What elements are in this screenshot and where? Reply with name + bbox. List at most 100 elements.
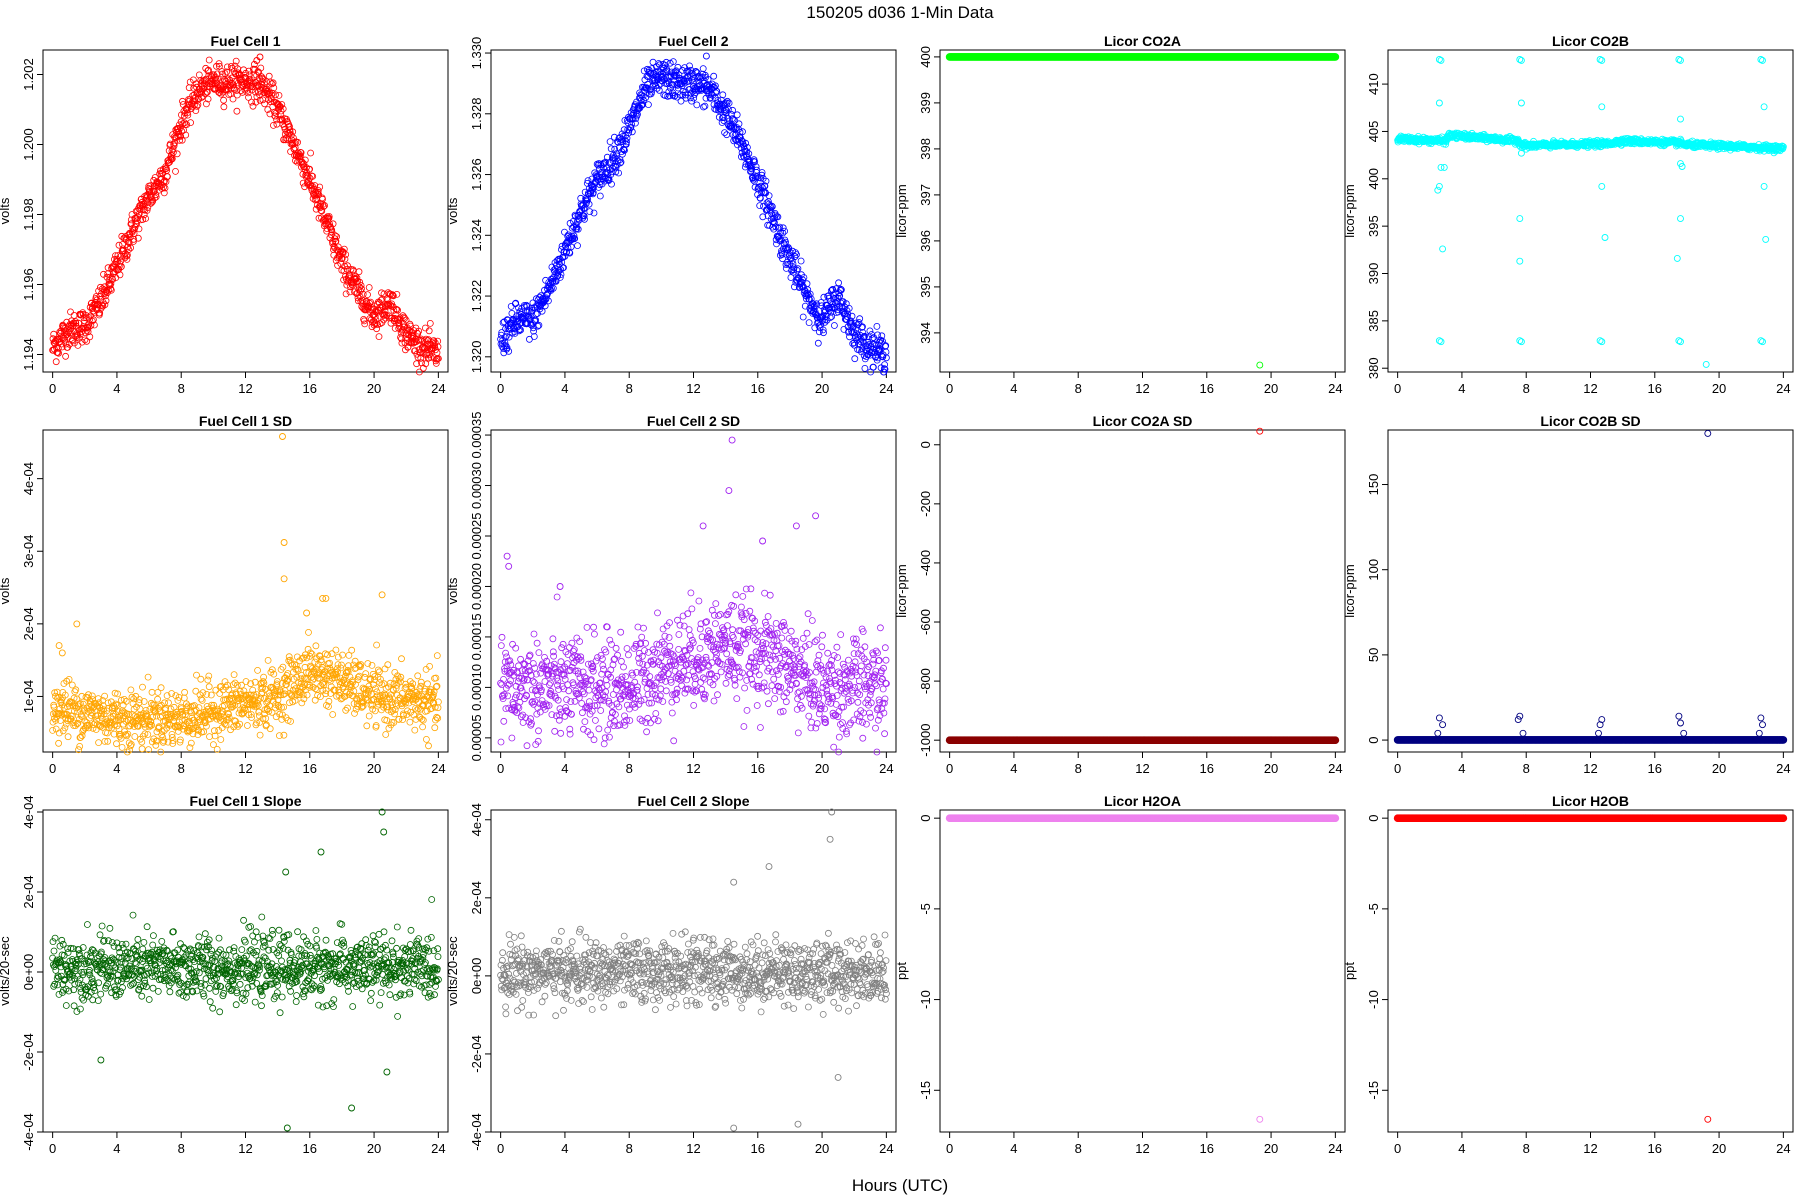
data-point — [127, 244, 135, 252]
data-point — [118, 744, 126, 751]
data-point — [152, 193, 160, 201]
data-point — [139, 216, 147, 223]
data-point — [243, 722, 251, 729]
data-point — [217, 90, 225, 98]
data-point — [204, 95, 212, 103]
data-point — [130, 229, 138, 237]
data-point — [373, 641, 381, 649]
data-point — [348, 646, 356, 654]
panel-grid: Fuel Cell 10 4 8 12 16 20 241.1941.1961.1981.2… — [0, 33, 1794, 1156]
data-point — [55, 349, 62, 357]
y-tick-label: 1.320 — [469, 341, 484, 374]
x-tick-label: 4 — [113, 381, 120, 396]
data-point — [86, 333, 94, 341]
data-point — [97, 283, 104, 291]
y-tick-label: 380 — [1366, 357, 1381, 379]
y-axis-label: licor-ppm — [1342, 184, 1357, 237]
data-point — [139, 683, 146, 691]
y-tick-label: 385 — [1366, 310, 1381, 332]
data-point — [52, 338, 60, 345]
data-point — [106, 281, 114, 289]
y-tick-label: 1.322 — [469, 280, 484, 313]
data-point — [107, 285, 114, 293]
data-point — [205, 66, 212, 74]
data-point — [329, 711, 337, 718]
x-tick-label: 24 — [431, 761, 445, 776]
data-point — [362, 670, 370, 677]
data-point — [1677, 338, 1684, 346]
x-tick-label: 0 — [49, 761, 56, 776]
data-point — [381, 665, 389, 673]
y-tick-label: 4e-04 — [21, 462, 36, 495]
data-point — [173, 150, 181, 158]
data-point — [220, 96, 228, 104]
y-tick-label: 1.330 — [469, 37, 484, 70]
data-point — [249, 102, 257, 110]
data-point — [176, 136, 184, 144]
data-point — [84, 328, 92, 336]
data-point — [152, 191, 160, 199]
data-point — [62, 340, 70, 348]
data-point — [192, 80, 200, 88]
x-tick-label: 4 — [561, 381, 568, 396]
data-point — [1437, 338, 1445, 346]
y-tick-label: 1.198 — [21, 198, 36, 231]
data-point — [135, 225, 143, 233]
data-point — [590, 209, 598, 217]
data-point — [148, 688, 156, 696]
data-point — [266, 725, 274, 733]
data-point — [192, 107, 200, 114]
y-tick-label: 400 — [918, 46, 933, 68]
data-point — [351, 657, 359, 665]
data-point — [814, 339, 822, 347]
data-point — [870, 363, 877, 371]
data-point — [230, 671, 238, 678]
data-point — [220, 103, 228, 111]
x-tick-label: 20 — [1712, 381, 1726, 396]
data-point — [312, 642, 320, 650]
data-point — [596, 192, 604, 200]
y-tick-label: 1.324 — [469, 219, 484, 252]
y-tick-label: 395 — [1366, 215, 1381, 237]
data-point — [70, 311, 78, 319]
data-point — [1439, 245, 1447, 253]
data-point — [54, 349, 61, 356]
data-point — [303, 691, 311, 699]
data-point — [207, 691, 215, 699]
data-point — [586, 208, 594, 216]
data-point — [831, 322, 838, 329]
y-tick-label: 396 — [918, 230, 933, 252]
data-point — [145, 188, 153, 196]
data-point — [307, 149, 315, 157]
data-point — [68, 317, 75, 325]
data-point — [215, 60, 223, 67]
data-point — [178, 127, 186, 135]
y-tick-label: 1.326 — [469, 158, 484, 191]
data-point — [363, 722, 371, 730]
data-point — [177, 132, 185, 140]
data-point — [216, 690, 224, 697]
data-point — [187, 119, 195, 126]
data-point — [229, 95, 237, 103]
data-point — [72, 686, 80, 694]
data-point — [184, 111, 192, 119]
x-tick-label: 0 — [946, 381, 953, 396]
data-point — [1759, 338, 1766, 346]
chart-panel: Fuel Cell 1 SD0 4 8 12 16 20 241e-042e-043e-04… — [0, 413, 449, 776]
data-point — [168, 155, 176, 163]
data-point — [115, 241, 123, 249]
x-tick-label: 24 — [431, 381, 445, 396]
data-point — [1601, 234, 1609, 241]
data-point — [181, 688, 189, 696]
data-point — [212, 686, 220, 694]
data-point — [62, 352, 69, 360]
data-point — [355, 268, 363, 276]
data-point — [217, 736, 225, 743]
data-point — [364, 291, 371, 299]
y-tick-label: 400 — [1366, 168, 1381, 190]
data-point — [1434, 186, 1442, 194]
data-point — [205, 56, 213, 64]
figure-xlabel: Hours (UTC) — [852, 1176, 948, 1195]
x-tick-label: 12 — [238, 761, 252, 776]
